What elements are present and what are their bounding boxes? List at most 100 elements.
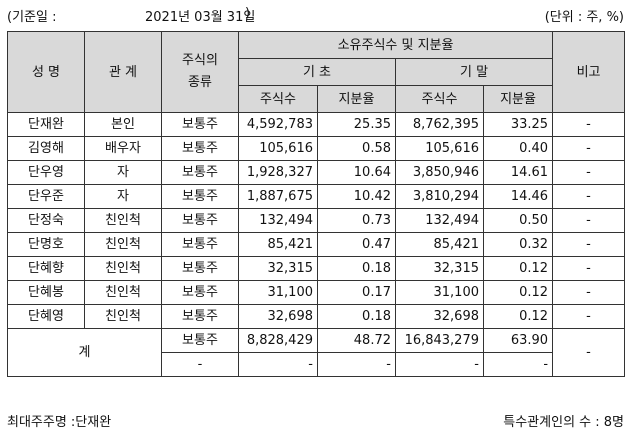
cell-stock-type: 보통주 (161, 136, 239, 161)
cell-stock-type: 보통주 (161, 280, 239, 305)
total-begin-ratio: 48.72 (317, 328, 396, 353)
col-header-relation: 관 계 (84, 31, 162, 113)
cell-begin-ratio: 10.42 (317, 184, 396, 209)
cell-begin-ratio: 0.47 (317, 232, 396, 257)
basis-date-close: ) (245, 6, 251, 21)
cell-end-shares: 3,850,946 (395, 160, 484, 185)
cell-begin-shares: 4,592,783 (238, 112, 318, 137)
cell-end-shares: 105,616 (395, 136, 484, 161)
cell-begin-ratio: 10.64 (317, 160, 396, 185)
col-header-note: 비고 (552, 31, 626, 113)
cell-stock-type: 보통주 (161, 160, 239, 185)
col-header-begin: 기 초 (238, 58, 396, 86)
cell-stock-type: 보통주 (161, 256, 239, 281)
cell-end-ratio: 14.61 (482, 160, 554, 185)
cell-note: - (552, 304, 626, 329)
cell-name: 김영해 (7, 136, 85, 161)
cell-begin-ratio: 0.18 (317, 304, 396, 329)
cell-end-ratio: 14.46 (482, 184, 554, 209)
cell-end-shares: 132,494 (395, 208, 484, 233)
cell-note: - (552, 232, 626, 257)
col-header-begin-shares: 주식수 (238, 85, 318, 113)
cell-stock-type: 보통주 (161, 112, 239, 137)
cell-end-shares: 32,315 (395, 256, 484, 281)
cell-stock-type: 보통주 (161, 304, 239, 329)
table-footer: 최대주주명 :단재완 특수관계인의 수 : 8명 (7, 411, 624, 431)
cell-begin-shares: 1,887,675 (238, 184, 318, 209)
cell-end-ratio: 33.25 (482, 112, 554, 137)
cell-begin-ratio: 0.17 (317, 280, 396, 305)
cell-note: - (552, 112, 626, 137)
cell-relation: 본인 (84, 112, 162, 137)
table-row: 단우영 자 보통주 1,928,327 10.64 3,850,946 14.61- (7, 160, 626, 185)
col-header-begin-ratio: 지분율 (317, 85, 396, 113)
cell-note: - (552, 280, 626, 305)
cell-begin-ratio: 0.73 (317, 208, 396, 233)
total-begin-shares: 8,828,429 (238, 328, 318, 353)
cell-end-ratio: 0.50 (482, 208, 554, 233)
table-row: 단혜향 친인척 보통주 32,315 0.18 32,315 0.12- (7, 256, 626, 281)
cell-end-shares: 8,762,395 (395, 112, 484, 137)
cell-begin-shares: 32,315 (238, 256, 318, 281)
shareholder-table: 성 명 관 계 주식의 종류 소유주식수 및 지분율 비고 기 초 기 말 주식… (7, 31, 626, 377)
cell-name: 단혜향 (7, 256, 85, 281)
cell-name: 단혜봉 (7, 280, 85, 305)
cell-stock-type: 보통주 (161, 208, 239, 233)
col-header-name: 성 명 (7, 31, 85, 113)
cell-begin-shares: 132,494 (238, 208, 318, 233)
cell-begin-ratio: 0.58 (317, 136, 396, 161)
total-begin-shares: - (238, 352, 318, 377)
table-row: 단재완 본인 보통주 4,592,783 25.35 8,762,395 33.25- (7, 112, 626, 137)
total-end-ratio: 63.90 (482, 328, 554, 353)
cell-begin-shares: 31,100 (238, 280, 318, 305)
total-note: - (552, 328, 626, 377)
cell-name: 단정숙 (7, 208, 85, 233)
cell-relation: 친인척 (84, 256, 162, 281)
cell-begin-shares: 105,616 (238, 136, 318, 161)
cell-stock-type: 보통주 (161, 232, 239, 257)
col-header-end-shares: 주식수 (395, 85, 484, 113)
basis-date: 2021년 03월 31일 (145, 10, 256, 25)
table-row: 단혜영 친인척 보통주 32,698 0.18 32,698 0.12- (7, 304, 626, 329)
cell-end-ratio: 0.12 (482, 304, 554, 329)
cell-end-ratio: 0.40 (482, 136, 554, 161)
cell-end-ratio: 0.12 (482, 256, 554, 281)
cell-end-ratio: 0.32 (482, 232, 554, 257)
unit-label: (단위 : 주, %) (544, 10, 624, 25)
cell-relation: 자 (84, 184, 162, 209)
total-end-shares: - (395, 352, 484, 377)
col-header-stock-type: 주식의 종류 (161, 31, 239, 113)
col-header-end: 기 말 (394, 58, 554, 86)
table-row: 김영해 배우자 보통주 105,616 0.58 105,616 0.40- (7, 136, 626, 161)
cell-begin-shares: 32,698 (238, 304, 318, 329)
basis-date-label: (기준일 : (7, 10, 57, 25)
total-type: 보통주 (161, 328, 239, 353)
table-row: 단혜봉 친인척 보통주 31,100 0.17 31,100 0.12- (7, 280, 626, 305)
cell-end-shares: 85,421 (395, 232, 484, 257)
total-end-ratio: - (482, 352, 554, 377)
cell-end-shares: 31,100 (395, 280, 484, 305)
table-row: 단우준 자 보통주 1,887,675 10.42 3,810,294 14.46- (7, 184, 626, 209)
largest-shareholder: 최대주주명 :단재완 (7, 415, 112, 430)
cell-begin-ratio: 25.35 (317, 112, 396, 137)
cell-note: - (552, 136, 626, 161)
total-type: - (161, 352, 239, 377)
cell-relation: 친인척 (84, 280, 162, 305)
total-row: - - - - - (8, 352, 625, 377)
cell-begin-shares: 1,928,327 (238, 160, 318, 185)
cell-name: 단우영 (7, 160, 85, 185)
cell-note: - (552, 256, 626, 281)
cell-note: - (552, 208, 626, 233)
cell-name: 단재완 (7, 112, 85, 137)
table-row: 단명호 친인척 보통주 85,421 0.47 85,421 0.32- (7, 232, 626, 257)
total-begin-ratio: - (317, 352, 396, 377)
cell-relation: 친인척 (84, 232, 162, 257)
cell-relation: 배우자 (84, 136, 162, 161)
cell-end-shares: 32,698 (395, 304, 484, 329)
cell-relation: 친인척 (84, 304, 162, 329)
total-label: 계 (7, 328, 162, 377)
cell-relation: 친인척 (84, 208, 162, 233)
cell-note: - (552, 184, 626, 209)
col-header-holdings: 소유주식수 및 지분율 (237, 31, 554, 59)
cell-begin-shares: 85,421 (238, 232, 318, 257)
